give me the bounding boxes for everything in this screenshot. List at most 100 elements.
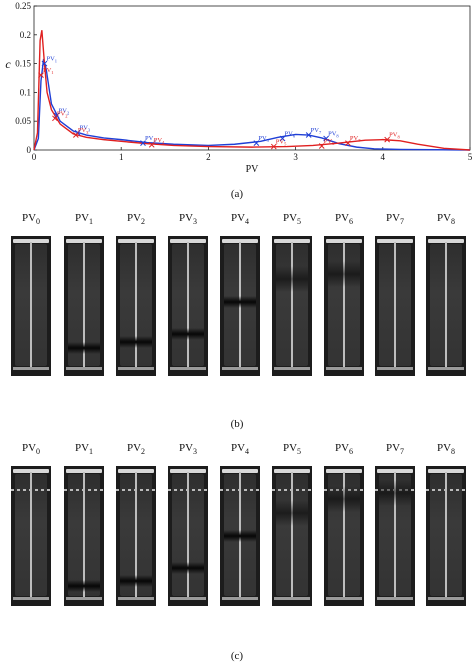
pv-label-text: PV [334, 212, 350, 224]
data-point-marker [38, 72, 44, 78]
pv-label-subscript: 3 [193, 447, 198, 457]
pv-label-subscript: 6 [349, 447, 354, 457]
sample-image-pv5 [272, 236, 312, 376]
series-line-1 [33, 30, 471, 151]
displacement-front [120, 574, 152, 587]
x-tick-label: 2 [206, 152, 211, 162]
data-point-label: PV8 [389, 132, 400, 140]
displacement-front [172, 561, 204, 574]
pv-label-subscript: 6 [349, 217, 354, 227]
data-point-marker [73, 132, 79, 138]
data-point-label: PV6 [324, 138, 335, 146]
y-tick-label: 0 [27, 145, 32, 155]
pv-label-subscript: 2 [141, 217, 146, 227]
sample-image-pv7 [375, 236, 415, 376]
data-point-label: PV3 [78, 127, 89, 135]
sample-image-pv5 [272, 466, 312, 606]
displacement-front [120, 336, 152, 349]
concentration-line-chart: 0 1 2 3 4 5 0 0.05 0.1 0.15 0.2 0.25 PV c PV1 PV2 PV3 PV4… [5, 1, 473, 175]
data-point-label: PV2 [59, 107, 70, 115]
pv-label-subscript: 4 [245, 447, 250, 457]
data-point-marker [53, 112, 60, 119]
data-point-marker [345, 140, 351, 146]
data-point-label: PV1 [43, 67, 54, 75]
pv-label-text: PV [282, 212, 298, 224]
sample-image-pv7 [375, 466, 415, 606]
data-point-label: PV8 [328, 130, 339, 138]
data-point-marker [270, 143, 277, 150]
data-point-marker [253, 140, 260, 146]
pv-label-7: PV7 [375, 442, 415, 456]
pv-label-subscript: 0 [36, 217, 41, 227]
pv-label-5: PV5 [272, 442, 312, 456]
pv-label-3: PV3 [168, 212, 208, 226]
sample-image-pv3 [168, 466, 208, 606]
displacement-front [68, 579, 100, 592]
pv-label-7: PV7 [375, 212, 415, 226]
pv-label-6: PV6 [324, 212, 364, 226]
pv-label-3: PV3 [168, 442, 208, 456]
y-tick-label: 0.05 [15, 116, 31, 126]
pv-label-1: PV1 [64, 212, 104, 226]
pv-label-0: PV0 [11, 212, 51, 226]
pv-label-subscript: 7 [400, 217, 405, 227]
image-row-c: PV0 PV1 PV2 PV3 PV4 PV5 PV6 PV7 PV8 [0, 442, 474, 642]
plot-frame [33, 5, 471, 151]
sample-image-pv4 [220, 236, 260, 376]
x-tick-label: 1 [119, 152, 124, 162]
pv-label-text: PV [334, 442, 350, 454]
pv-label-2: PV2 [116, 212, 156, 226]
data-point-marker [384, 136, 391, 143]
pv-label-4: PV4 [220, 442, 260, 456]
data-point-marker [140, 140, 146, 146]
image-row-b: PV0 PV1 PV2 PV3 PV4 PV5 PV6 PV7 PV8 [0, 212, 474, 412]
displacement-front [379, 480, 411, 506]
y-tick-label: 0.2 [20, 30, 31, 40]
x-tick-label: 3 [293, 152, 298, 162]
pv-label-text: PV [436, 442, 452, 454]
pv-label-8: PV8 [426, 442, 466, 456]
pv-label-subscript: 8 [451, 217, 456, 227]
data-point-label: PV4 [145, 135, 156, 143]
pv-label-text: PV [385, 212, 401, 224]
pv-label-subscript: 0 [36, 447, 41, 457]
pv-label-text: PV [436, 212, 452, 224]
displacement-front [172, 328, 204, 340]
x-tick-label: 4 [381, 152, 386, 162]
sample-image-pv2 [116, 236, 156, 376]
data-point-marker [41, 60, 48, 67]
sample-image-pv4 [220, 466, 260, 606]
pv-label-text: PV [230, 212, 246, 224]
displacement-front [224, 295, 256, 308]
data-point-label: PV6 [285, 130, 296, 138]
pv-label-0: PV0 [11, 442, 51, 456]
sample-image-pv1 [64, 236, 104, 376]
data-point-label: PV1 [46, 56, 57, 64]
displacement-front [328, 260, 360, 287]
pv-label-text: PV [21, 442, 37, 454]
x-tick-label: 5 [468, 152, 473, 162]
data-point-label: PV5 [258, 135, 269, 143]
pv-label-subscript: 4 [245, 217, 250, 227]
pv-label-8: PV8 [426, 212, 466, 226]
pv-label-5: PV5 [272, 212, 312, 226]
sample-image-pv1 [64, 466, 104, 606]
data-point-marker [148, 141, 155, 148]
data-point-marker [323, 135, 329, 142]
pv-label-subscript: 7 [400, 447, 405, 457]
pv-label-subscript: 5 [297, 447, 302, 457]
pv-label-subscript: 3 [193, 217, 198, 227]
y-tick-label: 0.25 [15, 1, 31, 11]
pv-label-text: PV [178, 442, 194, 454]
data-point-marker [305, 132, 312, 138]
data-point-marker [279, 135, 286, 142]
data-point-label: PV2 [57, 110, 68, 118]
y-tick-label: 0.1 [20, 87, 31, 97]
pv-label-1: PV1 [64, 442, 104, 456]
pv-label-6: PV6 [324, 442, 364, 456]
pv-label-text: PV [126, 442, 142, 454]
pv-label-2: PV2 [116, 442, 156, 456]
pv-label-4: PV4 [220, 212, 260, 226]
pv-label-subscript: 1 [89, 217, 94, 227]
sample-image-pv8 [426, 236, 466, 376]
